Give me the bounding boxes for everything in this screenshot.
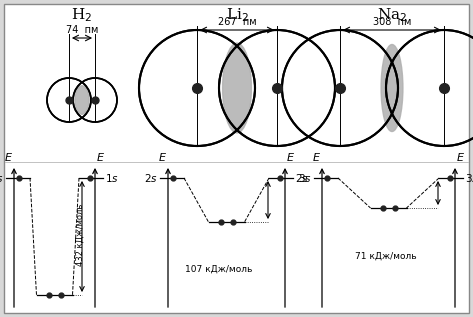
Text: 432 кДж/моль: 432 кДж/моль	[76, 204, 85, 266]
Text: 2$s$: 2$s$	[295, 172, 309, 184]
Ellipse shape	[223, 43, 252, 133]
Text: $E$: $E$	[286, 151, 295, 163]
Text: 1$s$: 1$s$	[0, 172, 4, 184]
Text: 2$s$: 2$s$	[144, 172, 158, 184]
FancyBboxPatch shape	[4, 4, 469, 313]
Text: 1$s$: 1$s$	[105, 172, 119, 184]
Ellipse shape	[75, 86, 89, 114]
Text: Li$_2$: Li$_2$	[226, 6, 248, 24]
Text: 3$s$: 3$s$	[298, 172, 312, 184]
Text: 74  пм: 74 пм	[66, 25, 98, 35]
Text: H$_2$: H$_2$	[71, 6, 93, 24]
Text: $E$: $E$	[96, 151, 105, 163]
Text: 71 кДж/моль: 71 кДж/моль	[355, 252, 417, 261]
Text: $E$: $E$	[312, 151, 321, 163]
Ellipse shape	[381, 44, 403, 132]
Text: $E$: $E$	[158, 151, 167, 163]
Text: 308  пм: 308 пм	[373, 17, 411, 27]
Text: 107 кДж/моль: 107 кДж/моль	[185, 265, 253, 274]
Text: $E$: $E$	[4, 151, 13, 163]
Text: 3$s$: 3$s$	[465, 172, 473, 184]
Text: 267  пм: 267 пм	[218, 17, 256, 27]
Text: $E$: $E$	[456, 151, 465, 163]
Text: Na$_2$: Na$_2$	[377, 6, 407, 24]
